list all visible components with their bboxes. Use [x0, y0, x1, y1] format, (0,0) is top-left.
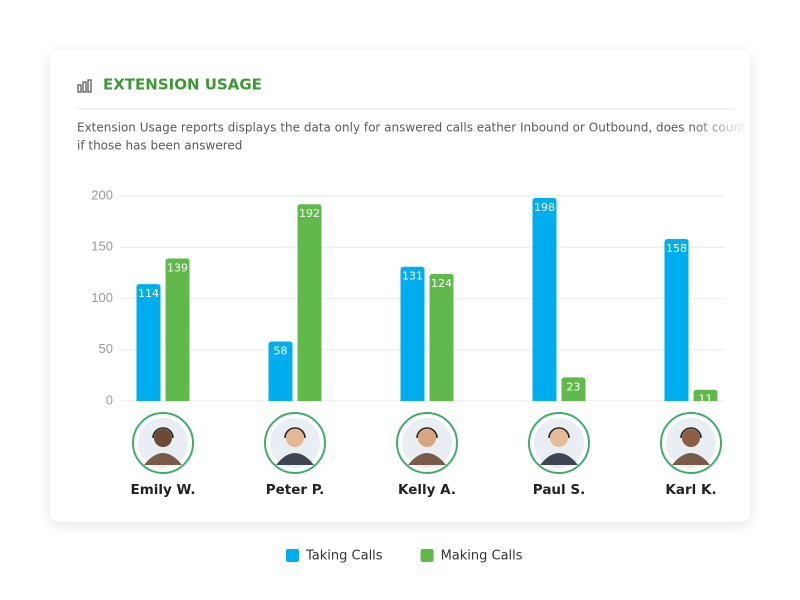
- avatar-headset: [284, 427, 306, 439]
- bar: [664, 239, 689, 401]
- avatar-body: [144, 453, 182, 465]
- category-name: Emily W.: [131, 482, 196, 498]
- legend-swatch: [420, 549, 434, 562]
- category-name: Paul S.: [533, 482, 585, 498]
- value-label: 124: [431, 277, 452, 290]
- avatar-body: [672, 453, 710, 465]
- bar: [693, 389, 718, 401]
- description: if those has been answered: [77, 139, 242, 153]
- bar: [136, 284, 161, 401]
- category-name: Karl K.: [665, 482, 716, 498]
- y-tick-label: 100: [91, 290, 113, 305]
- legend-label: Making Calls: [441, 549, 523, 564]
- avatar-head: [154, 429, 172, 447]
- bar: [400, 266, 425, 401]
- bar: [297, 204, 322, 401]
- value-label: 11: [699, 393, 713, 406]
- legend-label: Taking Calls: [305, 549, 383, 564]
- value-label: 114: [138, 287, 159, 300]
- bar: [561, 377, 586, 401]
- avatar-body: [276, 453, 314, 465]
- title-icon: [77, 79, 92, 93]
- category-name: Kelly A.: [398, 482, 456, 498]
- avatar-headset: [416, 427, 438, 439]
- value-label: 58: [274, 345, 288, 358]
- category-name: Peter P.: [266, 482, 325, 498]
- value-label: 198: [534, 201, 555, 214]
- y-tick-label: 150: [91, 239, 113, 254]
- value-label: 192: [299, 207, 320, 220]
- legend-swatch: [286, 549, 299, 562]
- chart-title: EXTENSION USAGE: [103, 76, 262, 94]
- value-label: 139: [167, 262, 188, 275]
- value-label: 23: [567, 380, 581, 393]
- avatar-body: [408, 453, 446, 465]
- value-label: 158: [666, 242, 687, 255]
- avatar-head: [550, 429, 568, 447]
- avatar-body: [540, 453, 578, 465]
- avatar-head: [286, 429, 304, 447]
- avatar-head: [418, 429, 436, 447]
- card: [50, 50, 750, 522]
- y-tick-label: 50: [99, 341, 113, 356]
- fade: [690, 118, 750, 138]
- value-label: 131: [402, 270, 423, 283]
- bar: [165, 258, 190, 401]
- avatar-head: [682, 429, 700, 447]
- avatar-headset: [152, 427, 174, 439]
- avatar-headset: [680, 427, 702, 439]
- bar: [532, 198, 557, 401]
- avatar-headset: [548, 427, 570, 439]
- y-tick-label: 0: [106, 392, 113, 407]
- bar: [429, 273, 454, 401]
- bar: [268, 341, 293, 401]
- y-tick-label: 200: [91, 187, 113, 202]
- description: Extension Usage reports displays the dat…: [77, 121, 765, 135]
